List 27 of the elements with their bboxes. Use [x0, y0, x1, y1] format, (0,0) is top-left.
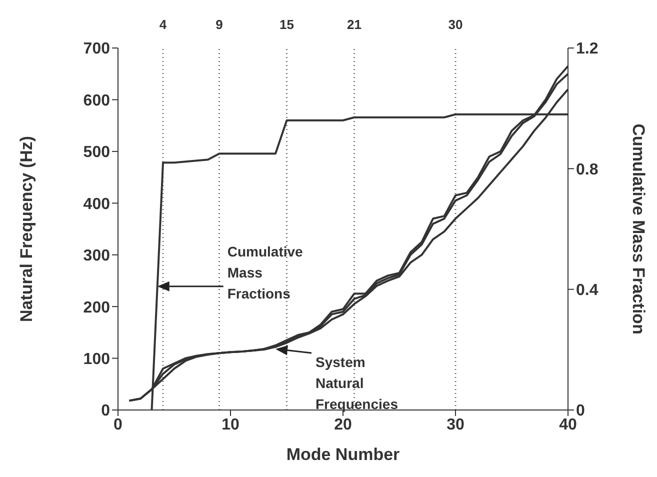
y-tick-label: 0 — [101, 402, 110, 420]
y2-axis-title: Cumulative Mass Fraction — [628, 124, 648, 334]
x-axis-title: Mode Number — [286, 445, 400, 464]
y-axis-title: Natural Frequency (Hz) — [17, 136, 36, 322]
y2-tick-label: 1.2 — [576, 40, 598, 58]
y2-tick-label: 0.4 — [576, 282, 598, 300]
y-tick-label: 500 — [83, 144, 110, 162]
y-tick-label: 300 — [83, 248, 110, 265]
y-tick-label: 100 — [83, 350, 110, 368]
y2-tick-label: 0 — [576, 402, 585, 420]
x-tick-label: 30 — [446, 416, 464, 434]
y-tick-label: 700 — [83, 40, 110, 58]
y2-tick-label: 0.8 — [576, 161, 598, 178]
ref-line-label: 21 — [347, 17, 362, 32]
annotation: System Natural Frequencies — [316, 354, 398, 412]
ref-line-label: 4 — [159, 17, 168, 32]
y-tick-label: 600 — [83, 92, 110, 110]
x-tick-label: 40 — [559, 416, 577, 434]
y-tick-label: 400 — [83, 196, 110, 213]
ref-line-label: 30 — [448, 17, 463, 32]
x-tick-label: 20 — [334, 416, 352, 434]
x-tick-label: 0 — [114, 416, 123, 434]
y-tick-label: 200 — [83, 299, 110, 316]
annotation: Cumulative Mass Fractions — [227, 243, 304, 302]
x-tick-label: 10 — [222, 416, 240, 434]
ref-line-label: 15 — [280, 17, 294, 32]
ref-line-label: 9 — [216, 17, 223, 32]
